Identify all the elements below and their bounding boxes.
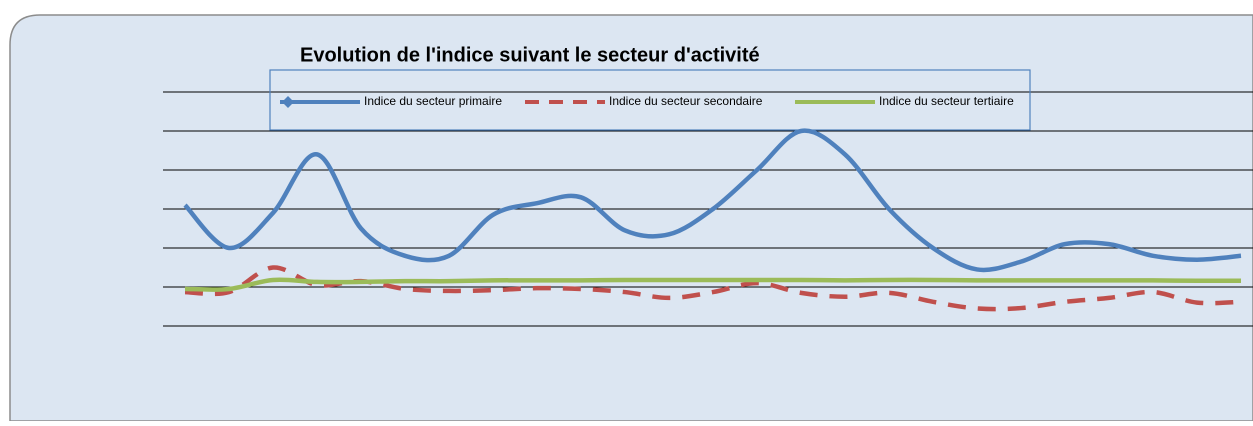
series-line [183, 128, 1242, 273]
series-line [184, 277, 1242, 292]
legend-marker [282, 96, 294, 108]
legend-label: Indice du secteur primaire [364, 94, 502, 108]
legend-box [269, 69, 1031, 131]
chart-title: Evolution de l'indice suivant le secteur… [300, 44, 760, 66]
legend-label: Indice du secteur secondaire [609, 94, 763, 108]
legend-label: Indice du secteur tertiaire [879, 94, 1014, 108]
